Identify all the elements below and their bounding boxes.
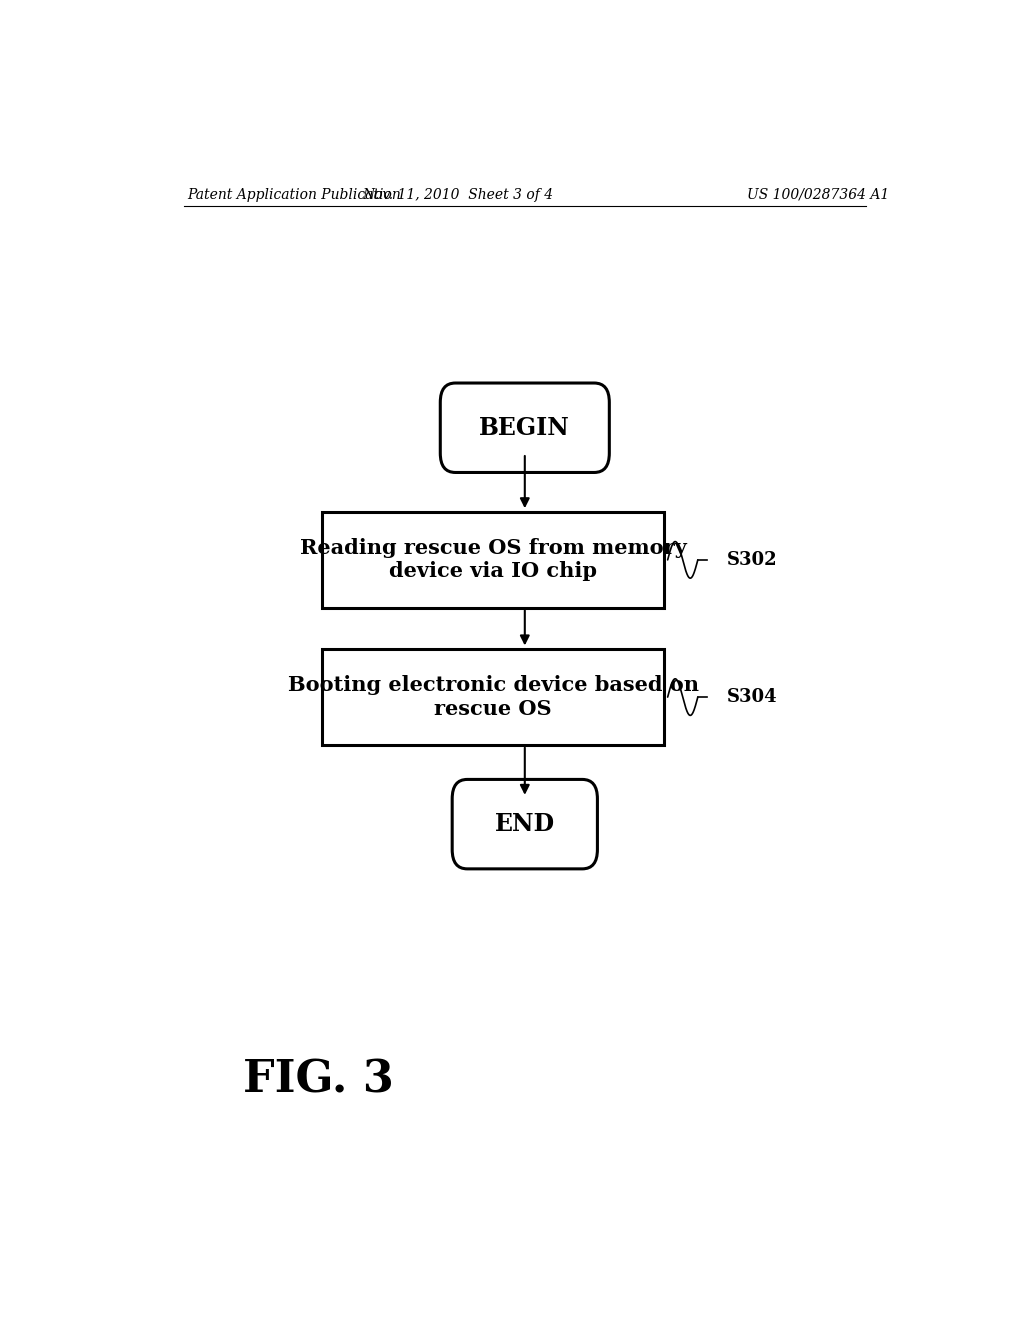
FancyBboxPatch shape bbox=[440, 383, 609, 473]
Text: BEGIN: BEGIN bbox=[479, 416, 570, 440]
Text: S302: S302 bbox=[727, 550, 778, 569]
Text: Nov. 11, 2010  Sheet 3 of 4: Nov. 11, 2010 Sheet 3 of 4 bbox=[361, 187, 553, 202]
FancyBboxPatch shape bbox=[323, 649, 664, 746]
FancyBboxPatch shape bbox=[453, 779, 597, 869]
Text: Reading rescue OS from memory
device via IO chip: Reading rescue OS from memory device via… bbox=[300, 539, 686, 582]
Text: Patent Application Publication: Patent Application Publication bbox=[187, 187, 401, 202]
Text: US 100/0287364 A1: US 100/0287364 A1 bbox=[748, 187, 890, 202]
FancyBboxPatch shape bbox=[323, 512, 664, 609]
Text: END: END bbox=[495, 812, 555, 836]
Text: FIG. 3: FIG. 3 bbox=[243, 1059, 394, 1102]
Text: Booting electronic device based on
rescue OS: Booting electronic device based on rescu… bbox=[288, 676, 698, 718]
Text: S304: S304 bbox=[727, 688, 778, 706]
